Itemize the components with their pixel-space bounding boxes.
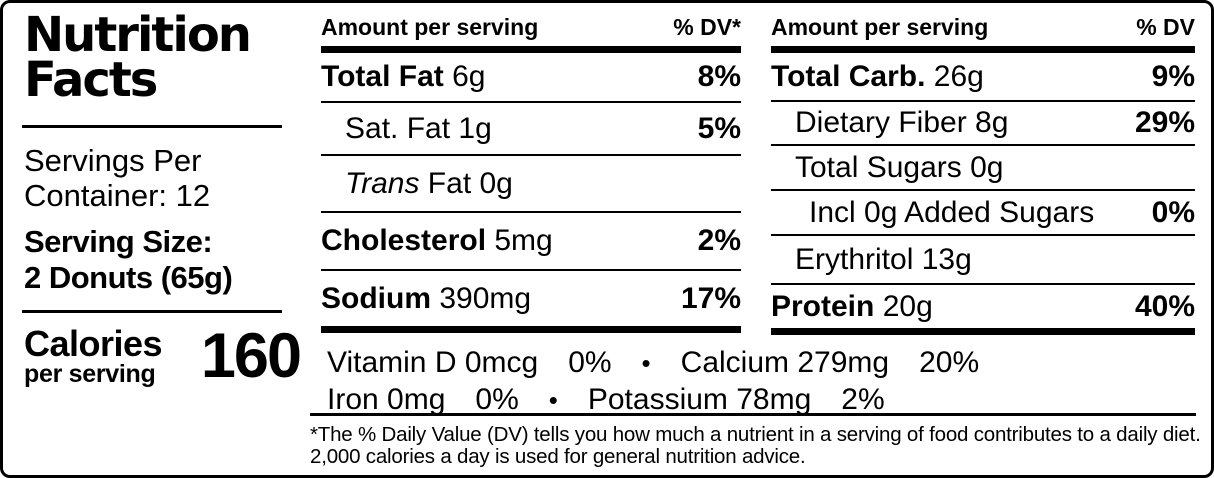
nutrient-column-fat-sodium: Amount per serving % DV* Total Fat 6g 8%… (321, 14, 741, 333)
calories-row: Calories per serving 160 (24, 321, 302, 391)
nutrient-row-trans-fat: Trans Fat 0g (321, 156, 741, 213)
bullet-separator: • (548, 384, 558, 415)
iron-dv: 0% (475, 382, 519, 416)
serving-divider (22, 310, 282, 313)
servings-line2: Container: 12 (24, 178, 211, 213)
nutrient-row-dietary-fiber: Dietary Fiber 8g 29% (771, 102, 1195, 146)
thick-divider (771, 328, 1195, 335)
dv-value: 8% (697, 60, 741, 93)
nutrient-row-sodium: Sodium 390mg 17% (321, 281, 741, 315)
dv-value: 5% (697, 111, 741, 145)
thick-divider (771, 46, 1195, 53)
thick-divider (321, 326, 741, 333)
servings-per-container: Servings Per Container: 12 (24, 143, 210, 213)
vitamin-d: Vitamin D 0mcg (327, 345, 539, 379)
title-divider (22, 125, 282, 128)
thick-divider (321, 46, 741, 53)
calcium-dv: 20% (919, 345, 980, 379)
calories-sublabel: per serving (24, 360, 156, 388)
serving-size: Serving Size: 2 Donuts (65g) (24, 224, 233, 296)
nutrient-row-total-sugars: Total Sugars 0g (771, 146, 1195, 191)
calories-value: 160 (200, 321, 302, 391)
footnote-line1: *The % Daily Value (DV) tells you how mu… (310, 423, 1201, 446)
panel-title-line1: Nutrition (24, 7, 252, 63)
micronutrients: Vitamin D 0mcg 0% • Calcium 279mg 20% Ir… (327, 344, 1207, 418)
percent-dv-label: % DV* (673, 14, 741, 40)
panel-title: Nutrition Facts (24, 7, 252, 108)
nutrient-row-sat-fat: Sat. Fat 1g 5% (321, 103, 741, 156)
calories-label: Calories (24, 323, 163, 364)
micronutrients-divider (310, 413, 1196, 416)
dv-value: 17% (680, 281, 741, 315)
footnote-line2: 2,000 calories a day is used for general… (310, 445, 806, 468)
serving-size-label: Serving Size: (24, 224, 213, 259)
nutrient-row-total-carb: Total Carb. 26g 9% (771, 53, 1195, 102)
percent-dv-label: % DV (1136, 14, 1195, 40)
dv-value: 9% (1151, 59, 1195, 93)
potassium: Potassium 78mg (587, 382, 812, 416)
nutrient-row-erythritol: Erythritol 13g (771, 236, 1195, 285)
potassium-dv: 2% (841, 382, 885, 416)
column-header: Amount per serving % DV* (321, 14, 741, 46)
nutrient-row-cholesterol: Cholesterol 5mg 2% (321, 213, 741, 271)
nutrient-row-protein: Protein 20g 40% (771, 289, 1195, 323)
panel-title-line2: Facts (24, 52, 158, 108)
vitamin-d-dv: 0% (568, 345, 612, 379)
dv-value: 40% (1134, 289, 1195, 323)
dv-value: 0% (1151, 195, 1195, 229)
column-header: Amount per serving % DV (771, 14, 1195, 46)
iron: Iron 0mg (327, 382, 446, 416)
dv-value: 2% (697, 224, 741, 257)
nutrient-column-carb-protein: Amount per serving % DV Total Carb. 26g … (771, 14, 1195, 335)
micronutrient-row-1: Vitamin D 0mcg 0% • Calcium 279mg 20% (327, 344, 1207, 381)
nutrient-row-total-fat: Total Fat 6g 8% (321, 53, 741, 103)
amount-per-serving-label: Amount per serving (771, 14, 989, 40)
dv-value: 29% (1134, 106, 1195, 139)
calories-labels: Calories per serving (24, 323, 163, 388)
micronutrient-row-2: Iron 0mg 0% • Potassium 78mg 2% (327, 381, 1207, 418)
serving-size-value: 2 Donuts (65g) (24, 260, 233, 295)
servings-line1: Servings Per (24, 143, 202, 178)
calcium: Calcium 279mg (680, 345, 890, 379)
amount-per-serving-label: Amount per serving (321, 14, 539, 40)
dv-footnote: *The % Daily Value (DV) tells you how mu… (310, 424, 1210, 468)
bullet-separator: • (641, 347, 651, 378)
nutrient-row-added-sugars: Incl 0g Added Sugars 0% (771, 191, 1195, 236)
